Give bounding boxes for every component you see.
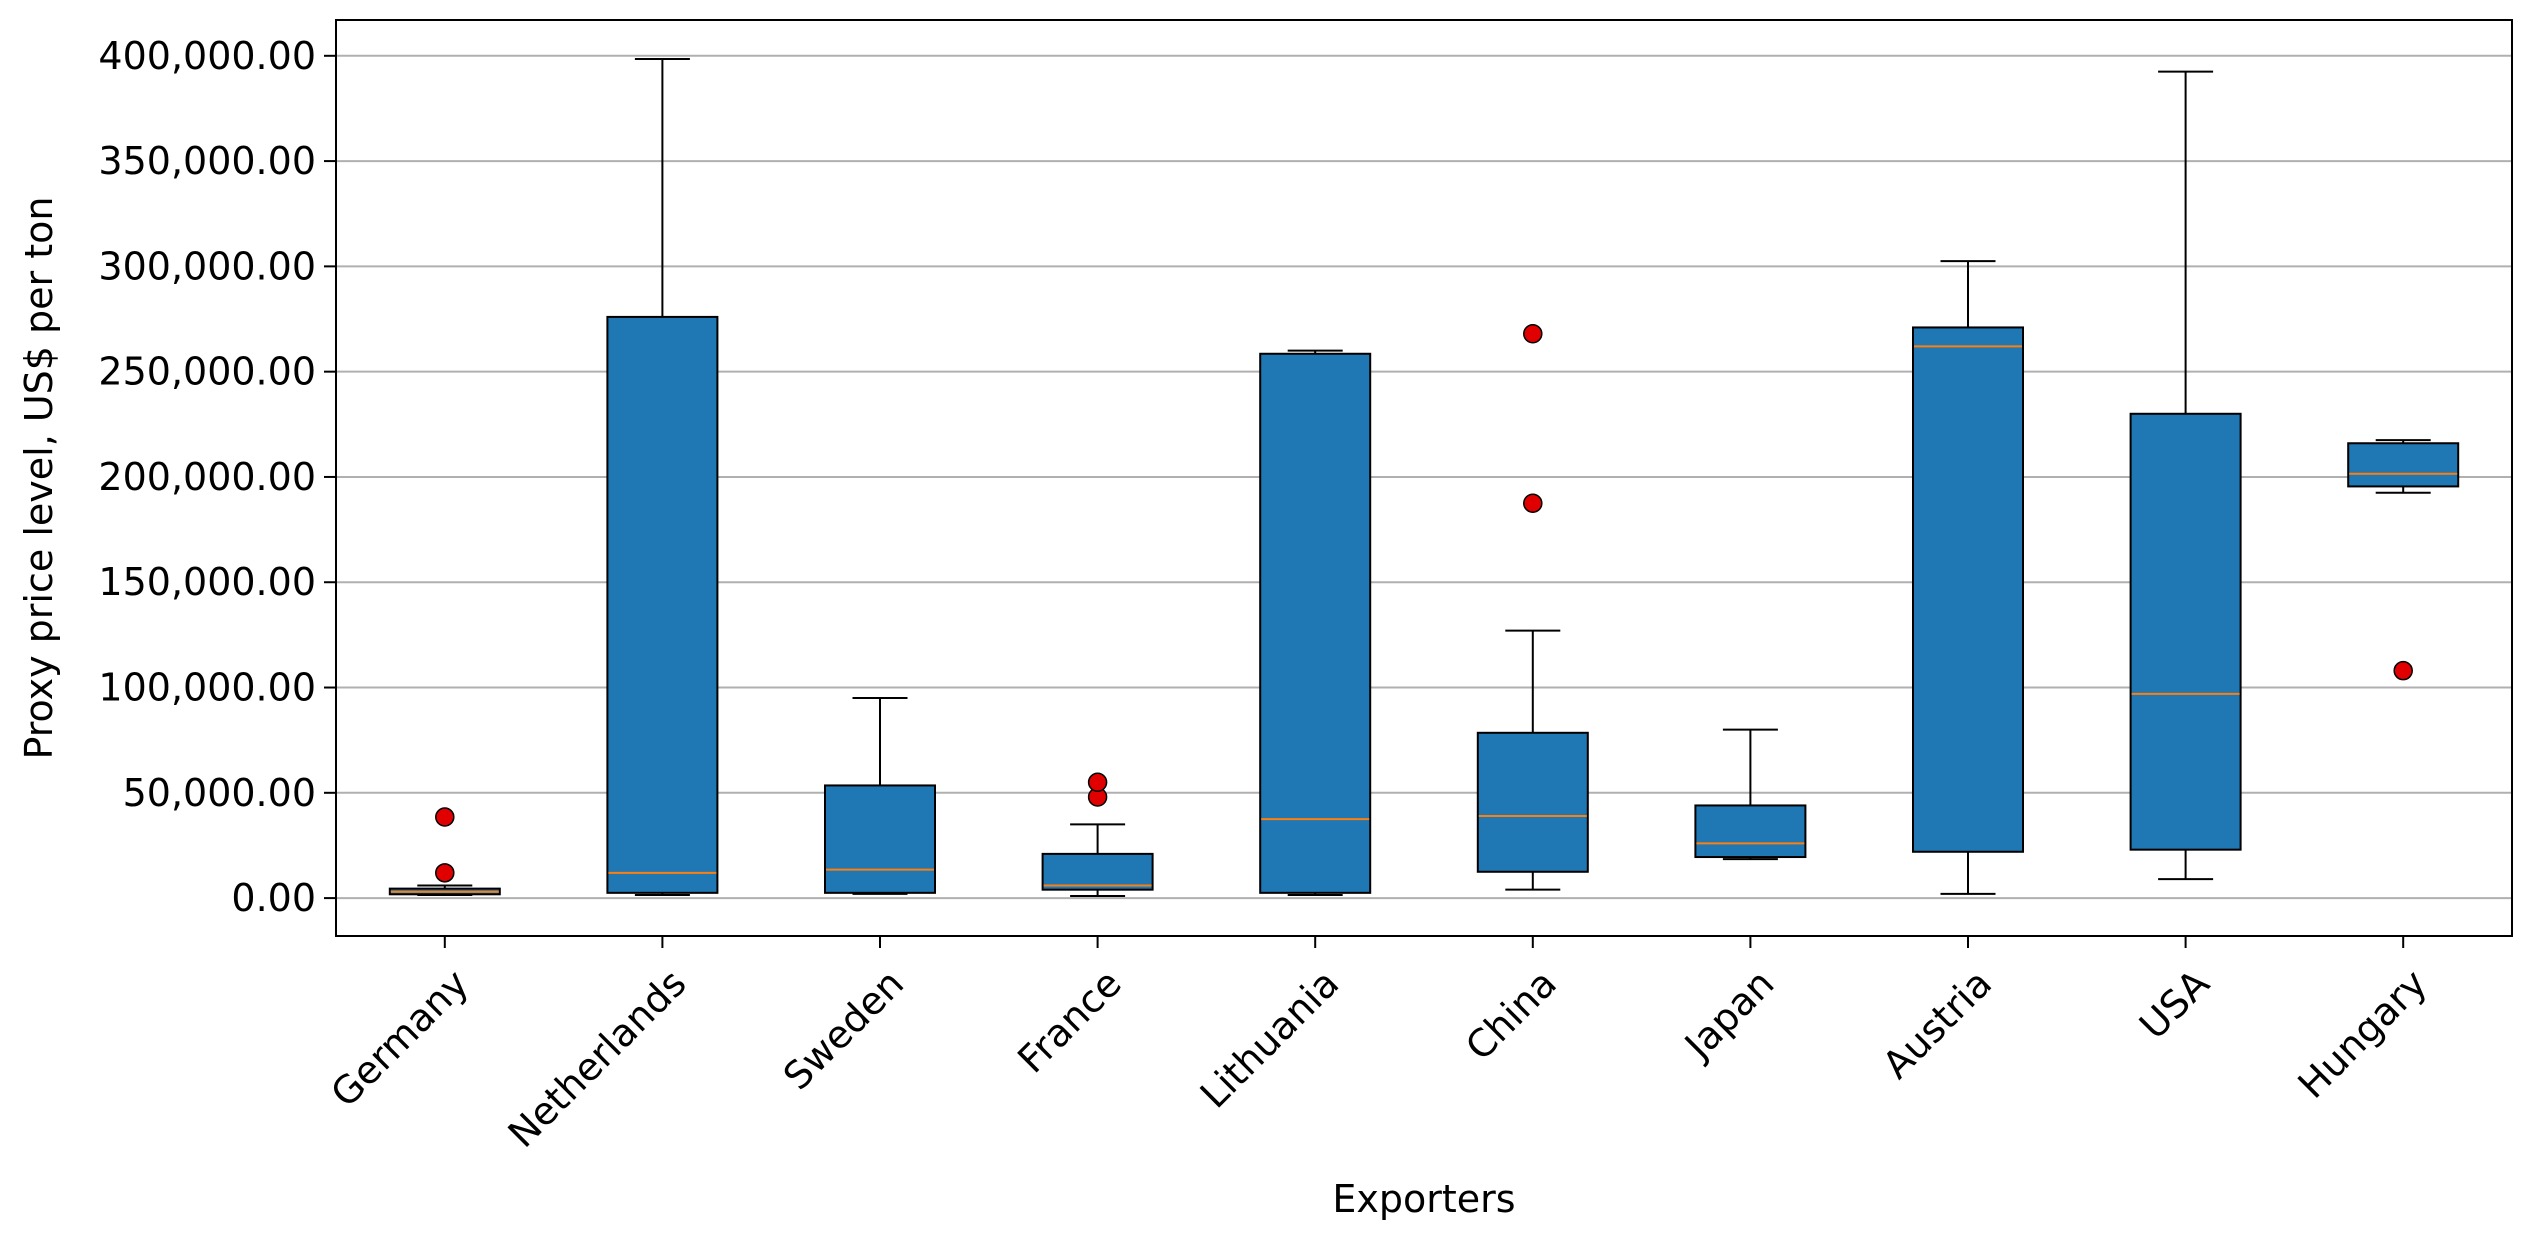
outlier-point	[435, 807, 455, 827]
box-france	[1041, 772, 1154, 897]
y-tick-label: 50,000.00	[123, 771, 316, 815]
x-tick-label: Japan	[1675, 961, 1782, 1068]
iqr-box	[606, 315, 719, 894]
iqr-box	[1912, 326, 2024, 853]
x-tick-label: Germany	[322, 961, 477, 1116]
y-tick-label: 0.00	[231, 876, 316, 920]
outlier-point	[2393, 660, 2413, 681]
x-tick-label: Netherlands	[500, 961, 695, 1156]
x-tick-label: Hungary	[2290, 961, 2436, 1107]
outlier-point	[1087, 772, 1108, 793]
outlier-point	[435, 863, 455, 883]
iqr-box	[2347, 442, 2460, 488]
outlier-point	[1523, 493, 1543, 514]
iqr-box	[1476, 731, 1589, 873]
box-lithuania	[1259, 349, 1372, 896]
iqr-box	[1041, 852, 1154, 891]
iqr-box	[1259, 352, 1372, 894]
x-tick-label: France	[1009, 961, 1129, 1081]
y-tick-label: 300,000.00	[98, 244, 316, 288]
iqr-box	[1694, 804, 1807, 859]
x-tick-label: Austria	[1874, 961, 2000, 1087]
iqr-box	[2129, 412, 2242, 851]
x-axis-label: Exporters	[1332, 1177, 1515, 1221]
y-tick-label: 350,000.00	[98, 139, 316, 183]
box-hungary	[2347, 439, 2460, 681]
iqr-box	[824, 784, 936, 894]
box-sweden	[824, 697, 936, 895]
box-netherlands	[606, 57, 719, 896]
box-china	[1476, 324, 1589, 891]
x-tick-label: China	[1457, 961, 1565, 1069]
box-japan	[1694, 728, 1807, 861]
x-tick-label: Sweden	[775, 961, 912, 1098]
y-tick-label: 200,000.00	[98, 455, 316, 499]
y-tick-label: 400,000.00	[98, 34, 316, 78]
y-tick-label: 250,000.00	[98, 350, 316, 394]
y-tick-label: 100,000.00	[98, 666, 316, 710]
y-axis-label: Proxy price level, US$ per ton	[17, 197, 61, 760]
box-usa	[2129, 70, 2242, 881]
y-tick-label: 150,000.00	[98, 560, 316, 604]
boxes	[388, 57, 2460, 897]
x-axis-ticks: Germany Netherlands Sweden France Lithuania C…	[322, 936, 2435, 1156]
outlier-point	[1523, 324, 1543, 344]
y-axis-ticks: 0.00 50,000.00 100,000.00 150,000.00 200,000…	[98, 34, 336, 920]
box-germany	[388, 807, 501, 896]
x-tick-label: USA	[2131, 961, 2218, 1048]
box-austria	[1912, 260, 2024, 895]
x-tick-label: Lithuania	[1192, 961, 1348, 1117]
plot-frame	[335, 19, 2513, 937]
